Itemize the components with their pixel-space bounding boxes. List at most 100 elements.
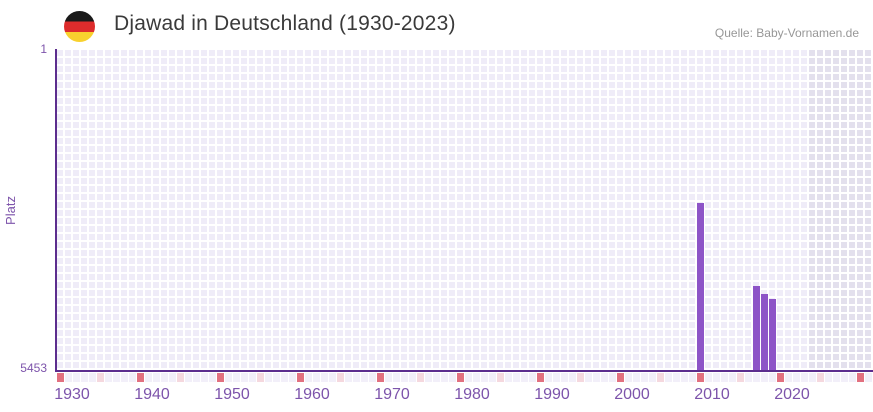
year-tick-cell (833, 373, 840, 382)
source-credit: Quelle: Baby-Vornamen.de (714, 26, 859, 40)
x-tick-label-2010: 2010 (694, 386, 730, 403)
year-tick-cell (729, 373, 736, 382)
year-tick-cell (825, 373, 832, 382)
year-tick-cell (745, 373, 752, 382)
year-tick-cell (153, 373, 160, 382)
year-tick-cell (793, 373, 800, 382)
year-tick-cell (201, 373, 208, 382)
decade-tick-cell (457, 373, 464, 382)
year-tick-cell (761, 373, 768, 382)
y-axis-title: Platz (0, 50, 20, 370)
year-tick-cell (641, 373, 648, 382)
year-tick-cell (649, 373, 656, 382)
year-tick-cell (129, 373, 136, 382)
year-tick-cell (105, 373, 112, 382)
year-tick-cell (121, 373, 128, 382)
decade-tick-cell (537, 373, 544, 382)
rank-bar-2018[interactable] (761, 294, 768, 370)
year-tick-cell (865, 373, 872, 382)
year-tick-cell (713, 373, 720, 382)
decade-tick-cell (57, 373, 64, 382)
year-tick-cell (185, 373, 192, 382)
year-tick-cell (385, 373, 392, 382)
decade-tick-cell (697, 373, 704, 382)
decade-tick-cell (217, 373, 224, 382)
year-tick-cell (65, 373, 72, 382)
year-tick-cell (465, 373, 472, 382)
year-tick-cell (633, 373, 640, 382)
year-tick-cell (625, 373, 632, 382)
year-tick-cell (593, 373, 600, 382)
year-tick-cell (665, 373, 672, 382)
year-tick-cell (161, 373, 168, 382)
year-tick-cell (193, 373, 200, 382)
year-tick-cell (737, 373, 744, 382)
plot-grid-past (57, 50, 809, 370)
year-tick-cell (81, 373, 88, 382)
year-tick-cell (233, 373, 240, 382)
year-tick-cell (433, 373, 440, 382)
decade-tick-cell (777, 373, 784, 382)
year-tick-cell (337, 373, 344, 382)
year-tick-cell (209, 373, 216, 382)
year-tick-cell (241, 373, 248, 382)
rank-bar-2017[interactable] (753, 286, 760, 370)
year-tick-cell (489, 373, 496, 382)
rank-bar-2019[interactable] (769, 299, 776, 370)
year-tick-cell (585, 373, 592, 382)
y-axis-title-text: Platz (2, 195, 18, 225)
year-tick-cell (369, 373, 376, 382)
year-tick-cell (521, 373, 528, 382)
year-tick-cell (481, 373, 488, 382)
year-tick-cell (609, 373, 616, 382)
x-tick-label-1970: 1970 (374, 386, 410, 403)
year-tick-cell (361, 373, 368, 382)
decade-tick-cell (137, 373, 144, 382)
year-tick-cell (417, 373, 424, 382)
year-tick-cell (225, 373, 232, 382)
year-tick-cell (321, 373, 328, 382)
x-tick-label-1960: 1960 (294, 386, 330, 403)
year-tick-cell (769, 373, 776, 382)
year-tick-cell (753, 373, 760, 382)
year-tick-cell (817, 373, 824, 382)
decade-tick-cell (617, 373, 624, 382)
year-tick-cell (169, 373, 176, 382)
year-tick-cell (689, 373, 696, 382)
x-tick-label-2020: 2020 (774, 386, 810, 403)
year-tick-cell (177, 373, 184, 382)
year-tick-cell (681, 373, 688, 382)
year-tick-cell (425, 373, 432, 382)
decade-tick-cell (377, 373, 384, 382)
year-tick-cell (513, 373, 520, 382)
year-tick-cell (441, 373, 448, 382)
year-tick-cell (505, 373, 512, 382)
year-tick-cell (89, 373, 96, 382)
year-tick-cell (545, 373, 552, 382)
germany-flag-icon (64, 11, 95, 42)
year-tick-cell (673, 373, 680, 382)
decade-tick-cell (857, 373, 864, 382)
year-tick-cell (569, 373, 576, 382)
year-tick-cell (113, 373, 120, 382)
year-tick-cell (265, 373, 272, 382)
year-tick-cell (785, 373, 792, 382)
year-tick-cell (273, 373, 280, 382)
y-axis-line (55, 49, 57, 372)
year-tick-cell (721, 373, 728, 382)
year-tick-cell (97, 373, 104, 382)
x-axis-labels: 1930 1940 1950 1960 1970 1980 1990 2000 2010 2020 (54, 386, 873, 406)
year-tick-cell (257, 373, 264, 382)
year-tick-cell (401, 373, 408, 382)
year-tick-cell (561, 373, 568, 382)
year-tick-cell (801, 373, 808, 382)
y-tick-label-bottom: 5453 (20, 361, 47, 375)
year-tick-cell (329, 373, 336, 382)
rank-bar-2010[interactable] (697, 203, 704, 370)
x-tick-label-2000: 2000 (614, 386, 650, 403)
year-tick-cell (281, 373, 288, 382)
year-tick-cell (601, 373, 608, 382)
x-tick-label-1980: 1980 (454, 386, 490, 403)
plot-grid-future (809, 50, 873, 370)
